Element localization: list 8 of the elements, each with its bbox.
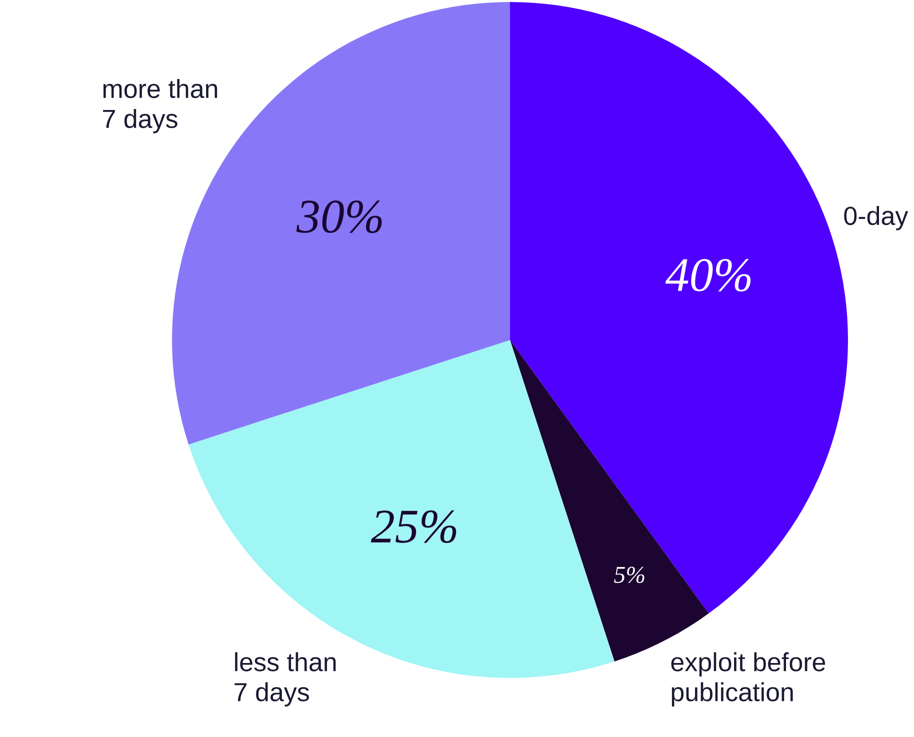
slice-label: less than 7 days bbox=[234, 652, 336, 706]
data-label: 25% bbox=[370, 510, 456, 543]
data-label: 30% bbox=[296, 200, 382, 234]
slice-label: more than 7 days bbox=[103, 79, 218, 134]
slice-label: 0-day bbox=[844, 206, 908, 230]
data-label: 40% bbox=[665, 258, 751, 292]
slice-label: exploit before publication bbox=[671, 652, 826, 706]
data-label: 5% bbox=[614, 566, 644, 584]
